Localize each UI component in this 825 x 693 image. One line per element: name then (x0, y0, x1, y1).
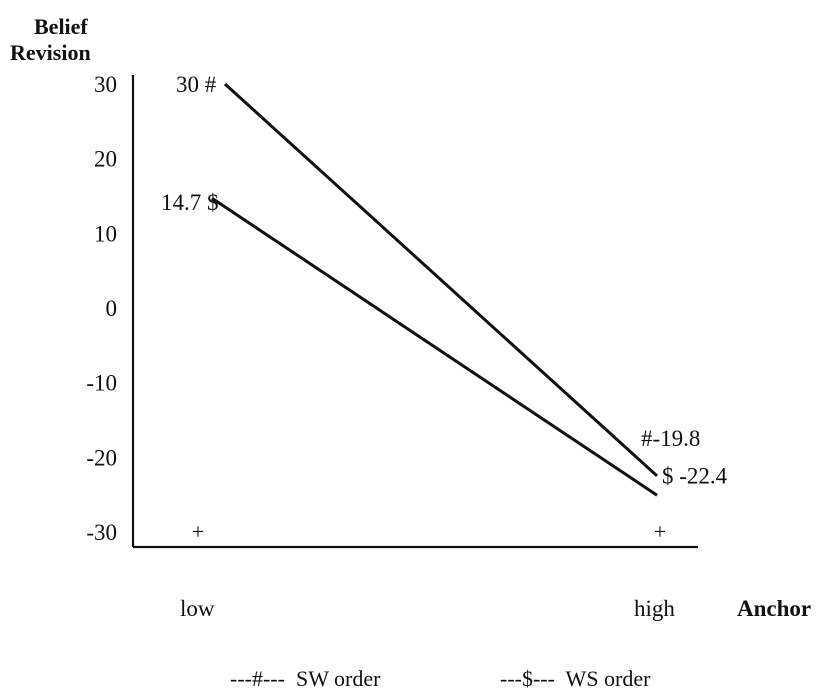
y-tick-label: 30 (94, 72, 117, 97)
legend: ---#--- SW order ---$--- WS order (230, 666, 651, 691)
series-lines (211, 82, 659, 497)
y-tick-label: 10 (94, 221, 117, 246)
legend-item-sw: ---#--- SW order (230, 666, 381, 691)
data-labels: 30 # #-19.8 14.7 $ $ -22.4 (161, 72, 728, 488)
data-label-ws-low: 14.7 $ (161, 190, 219, 215)
cross-mark: + (192, 519, 204, 544)
data-label-ws-high: $ -22.4 (662, 463, 728, 488)
series-line-sw-order (223, 82, 659, 477)
x-axis-title: Anchor (737, 596, 811, 621)
cross-marks: + + (192, 519, 666, 544)
y-tick-label: -30 (86, 520, 117, 545)
x-tick-labels: low high (180, 596, 675, 621)
y-tick-labels: 30 20 10 0 -10 -20 -30 (86, 72, 117, 545)
series-line-ws-order (211, 196, 658, 497)
y-tick-label: 20 (94, 147, 117, 172)
cross-mark: + (654, 519, 666, 544)
y-tick-label: -20 (86, 445, 117, 470)
y-tick-label: -10 (86, 371, 117, 396)
y-tick-label: 0 (106, 296, 118, 321)
x-tick-label: high (634, 596, 675, 621)
data-label-sw-high: #-19.8 (641, 426, 700, 451)
x-tick-label: low (180, 596, 215, 621)
y-axis-title-line-1: Belief (34, 14, 88, 39)
y-axis-title-line-2: Revision (10, 40, 91, 65)
data-label-sw-low: 30 # (176, 72, 217, 97)
legend-item-ws: ---$--- WS order (500, 666, 651, 691)
